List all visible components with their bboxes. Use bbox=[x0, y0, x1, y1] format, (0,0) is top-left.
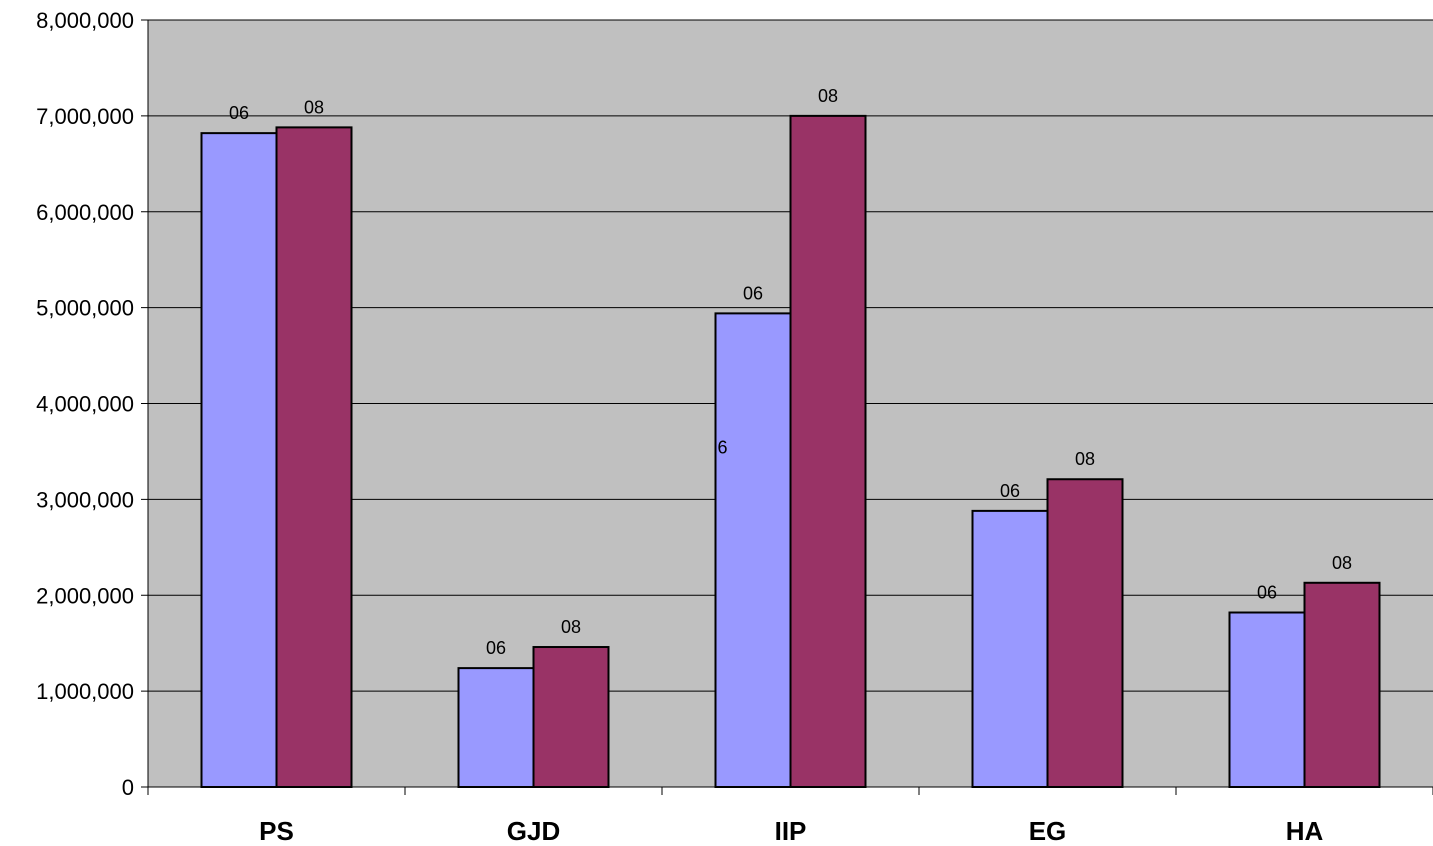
bar bbox=[789, 114, 867, 788]
x-tick-label: GJD bbox=[507, 816, 560, 846]
y-tick-label: 8,000,000 bbox=[36, 8, 134, 33]
y-tick-label: 5,000,000 bbox=[36, 296, 134, 321]
y-tick-label: 0 bbox=[122, 775, 134, 800]
x-tick-label: EG bbox=[1029, 816, 1067, 846]
bar bbox=[457, 667, 535, 788]
bar bbox=[714, 312, 792, 788]
data-label: 06 bbox=[743, 283, 763, 303]
data-label: 06 bbox=[1257, 583, 1277, 603]
data-label: 06 bbox=[1000, 481, 1020, 501]
x-tick-label: IIP bbox=[775, 816, 807, 846]
y-tick-label: 4,000,000 bbox=[36, 392, 134, 417]
data-label: 06 bbox=[486, 638, 506, 658]
y-tick-label: 1,000,000 bbox=[36, 679, 134, 704]
bar bbox=[1303, 581, 1381, 788]
x-tick-label: HA bbox=[1286, 816, 1324, 846]
bar bbox=[275, 126, 353, 788]
labels: 0 1,000,000 2,000,000 3,000,000 4,000,000 5,0… bbox=[36, 8, 1352, 846]
bar bbox=[971, 509, 1049, 788]
y-tick-label: 2,000,000 bbox=[36, 583, 134, 608]
bar bbox=[200, 132, 278, 788]
data-label: 08 bbox=[1332, 553, 1352, 573]
y-tick-label: 6,000,000 bbox=[36, 200, 134, 225]
data-label: 08 bbox=[561, 617, 581, 637]
bars bbox=[200, 114, 1381, 789]
bar bbox=[1046, 478, 1124, 788]
data-label: 08 bbox=[304, 97, 324, 117]
y-tick-label: 7,000,000 bbox=[36, 104, 134, 129]
data-label: 08 bbox=[818, 86, 838, 106]
data-label: 08 bbox=[1075, 449, 1095, 469]
bar bbox=[1228, 611, 1306, 788]
annotation: 6 bbox=[718, 438, 728, 458]
data-label: 06 bbox=[229, 103, 249, 123]
bar bbox=[532, 646, 610, 789]
axes bbox=[141, 19, 1433, 795]
y-tick-label: 3,000,000 bbox=[36, 487, 134, 512]
x-tick-label: PS bbox=[259, 816, 294, 846]
